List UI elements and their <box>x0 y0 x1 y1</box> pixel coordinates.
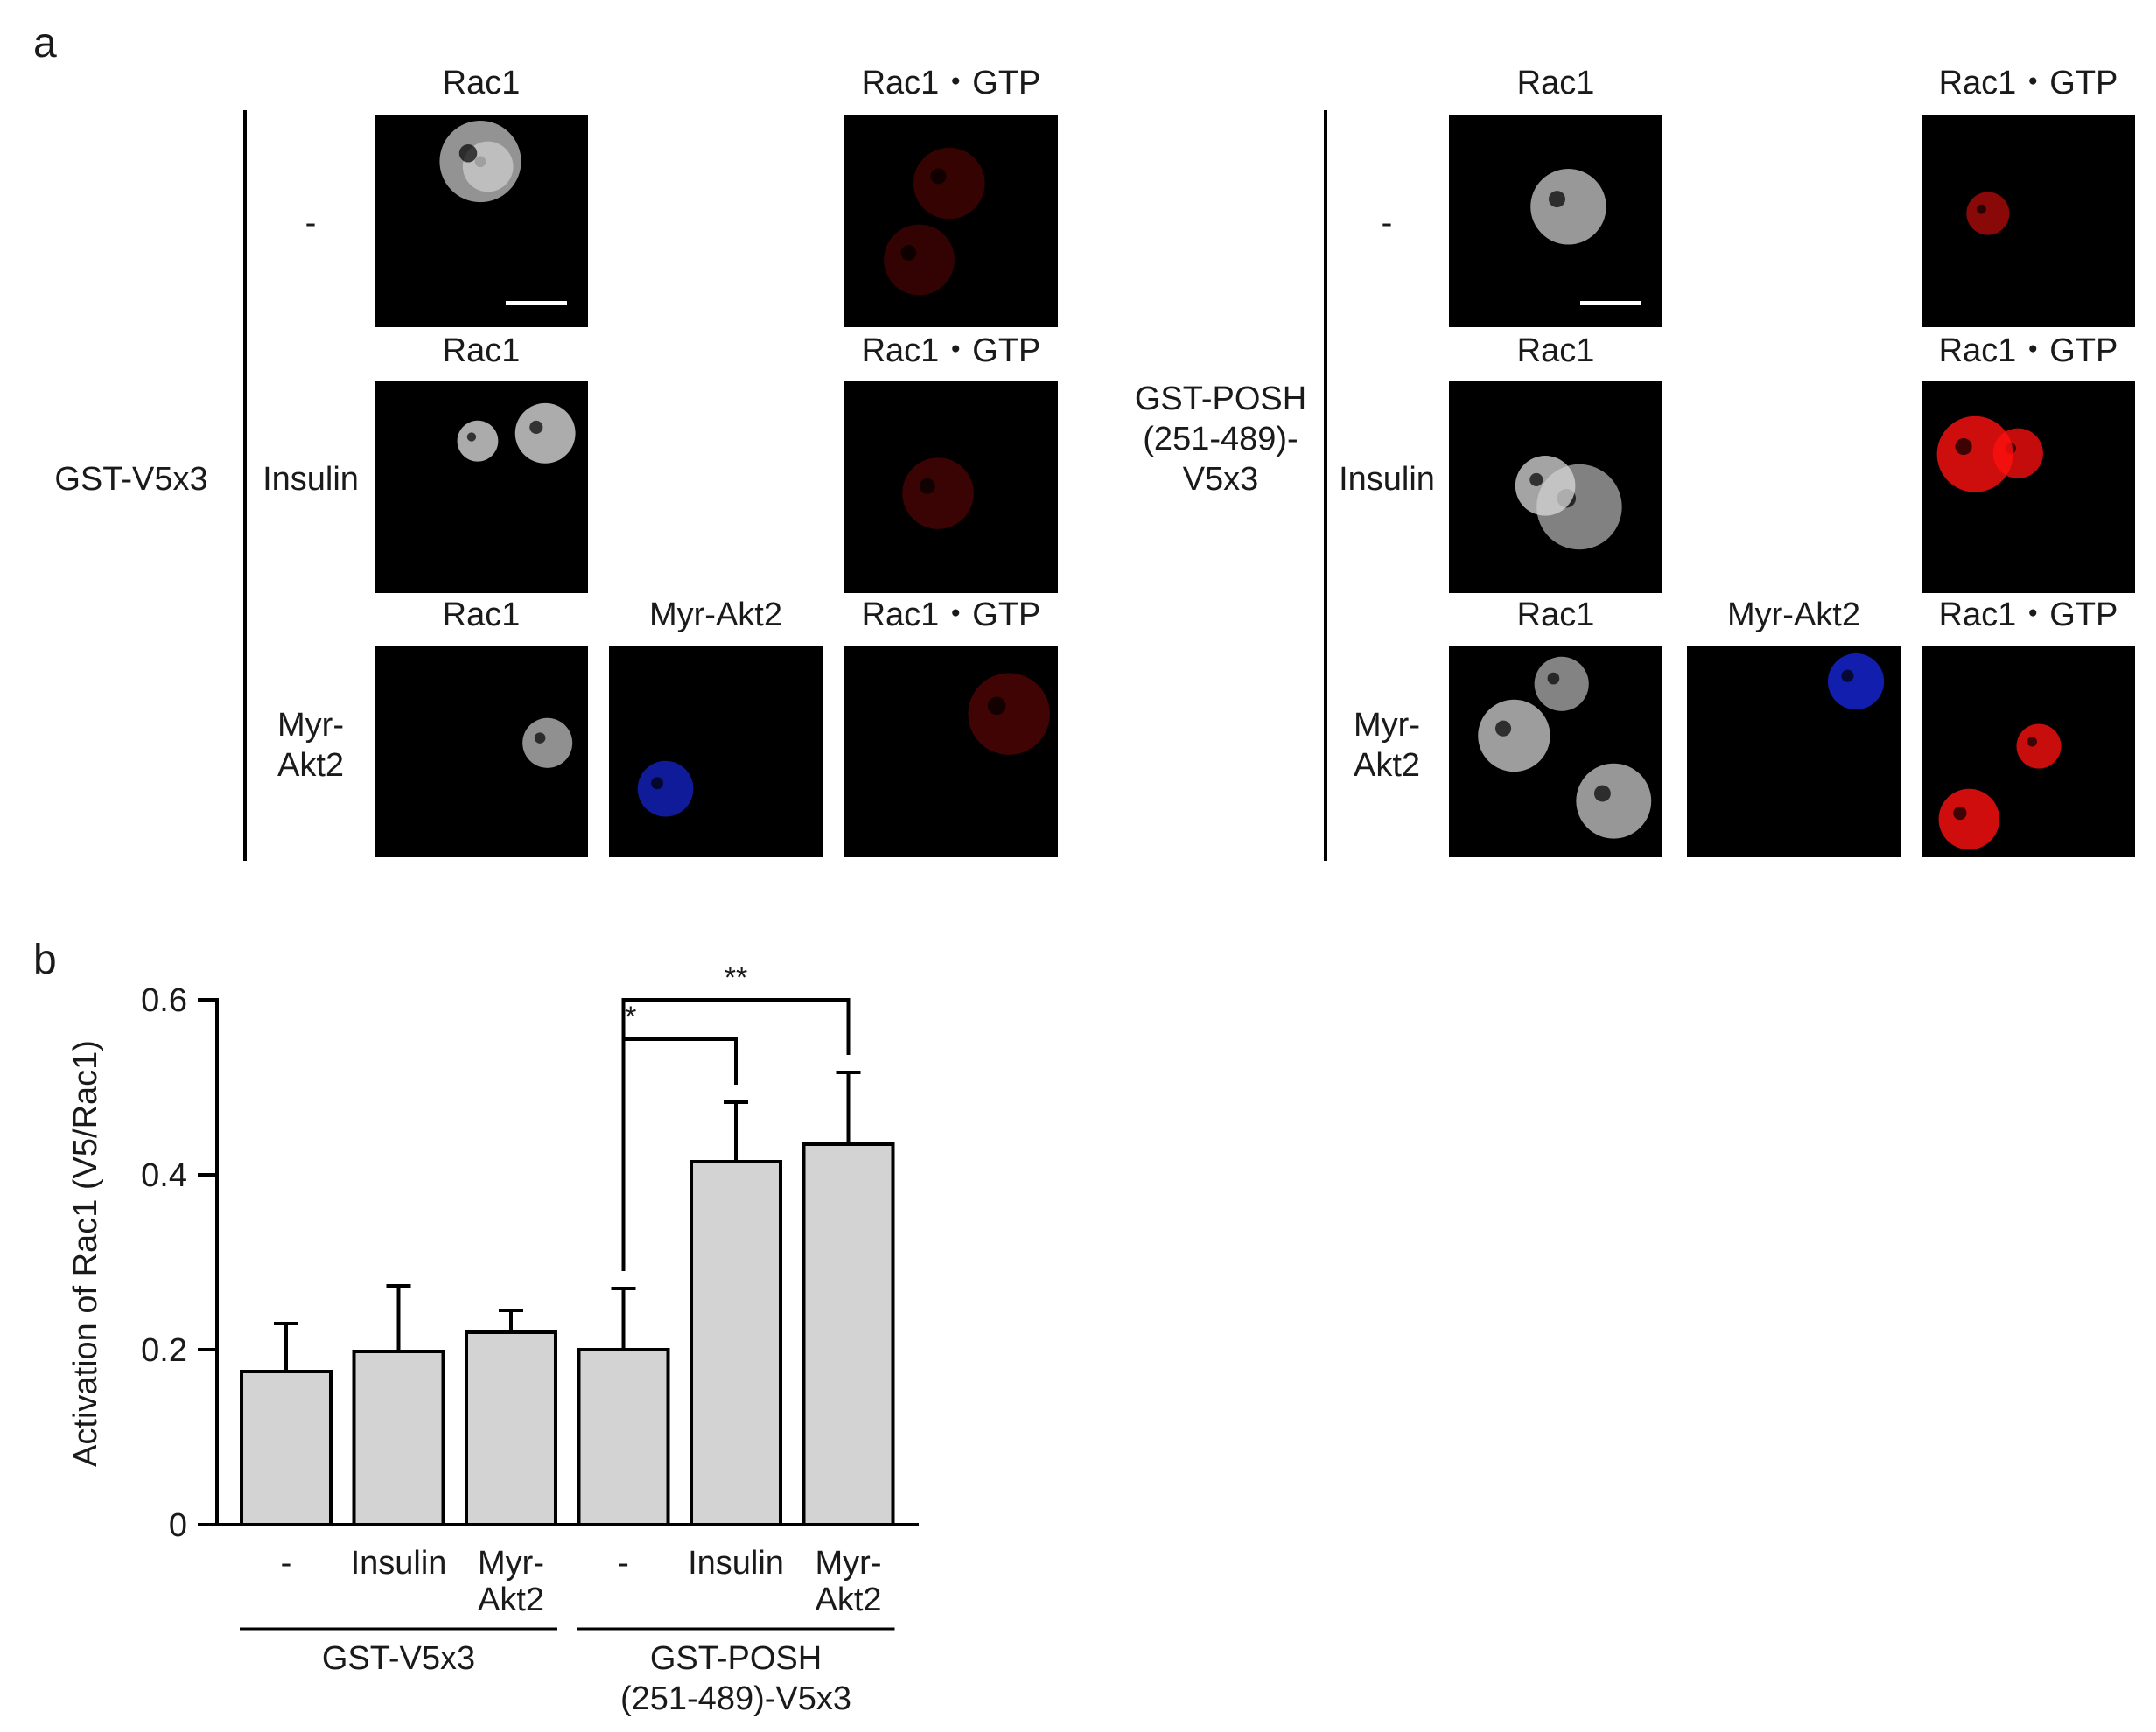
image-header: Rac1 <box>1516 332 1595 369</box>
rac1-image <box>1449 115 1662 327</box>
rac1-gtp-image <box>844 381 1058 593</box>
category-label: Myr- <box>478 1545 544 1582</box>
category-label: Insulin <box>688 1545 784 1582</box>
significance-label: ** <box>724 961 747 995</box>
row-label: Myr- Akt2 <box>1353 707 1421 784</box>
row-label: Myr- Akt2 <box>276 707 345 784</box>
rac1-gtp-image <box>1922 115 2135 327</box>
row-label: - <box>304 205 317 241</box>
group-label: GST-POSH <box>650 1640 822 1677</box>
panel-b-letter: b <box>33 937 57 983</box>
bar <box>802 1142 895 1526</box>
image-header: Rac1・GTP <box>1938 65 2118 101</box>
image-header: Rac1 <box>442 65 521 101</box>
category-label: - <box>618 1545 629 1582</box>
rac1-gtp-image <box>1922 646 2135 857</box>
significance-label: * <box>625 1001 636 1034</box>
category-label: - <box>281 1545 292 1582</box>
image-header: Rac1 <box>442 597 521 633</box>
rac1-image <box>1449 381 1662 593</box>
y-tick-label: 0.6 <box>141 982 187 1019</box>
image-header: Myr-Akt2 <box>649 597 782 633</box>
rac1-image <box>374 115 588 327</box>
bar <box>690 1160 782 1526</box>
group-label-1: GST-V5x3 <box>54 461 208 498</box>
panel-a-letter: a <box>33 20 57 66</box>
y-tick-label: 0 <box>169 1507 187 1544</box>
bar <box>352 1350 445 1526</box>
category-label: Akt2 <box>478 1582 544 1618</box>
group-label: (251-489)-V5x3 <box>620 1680 851 1717</box>
image-header: Rac1 <box>442 332 521 369</box>
group-label: GST-V5x3 <box>322 1640 475 1677</box>
scale-bar <box>506 301 567 305</box>
group-divider-1 <box>243 110 247 861</box>
rac1-image <box>374 381 588 593</box>
rac1-gtp-image <box>844 115 1058 327</box>
image-header: Rac1・GTP <box>861 597 1041 633</box>
category-label: Akt2 <box>815 1582 881 1618</box>
image-header: Rac1・GTP <box>861 332 1041 369</box>
rac1-image <box>1449 646 1662 857</box>
rac1-image <box>374 646 588 857</box>
image-header: Rac1 <box>1516 597 1595 633</box>
myr-akt2-image <box>1687 646 1900 857</box>
category-label: Myr- <box>816 1545 882 1582</box>
myr-akt2-image <box>609 646 822 857</box>
row-label: Insulin <box>262 461 359 498</box>
bar <box>577 1348 670 1526</box>
group-label-2: GST-POSH (251-489)- V5x3 <box>1134 381 1307 498</box>
image-header: Rac1・GTP <box>1938 597 2118 633</box>
y-tick-label: 0.2 <box>141 1332 187 1369</box>
image-header: Rac1・GTP <box>1938 332 2118 369</box>
group-divider-2 <box>1324 110 1327 861</box>
image-header: Myr-Akt2 <box>1727 597 1860 633</box>
y-tick-label: 0.4 <box>141 1157 187 1194</box>
y-axis-label: Activation of Rac1 (V5/Rac1) <box>67 1040 104 1467</box>
image-header: Rac1 <box>1516 65 1595 101</box>
bar <box>240 1370 332 1526</box>
row-label: - <box>1381 205 1393 241</box>
rac1-gtp-image <box>844 646 1058 857</box>
panel-b-bar-chart: 0 0.2 0.4 0.6 Activation of Rac1 (V5/Rac1) - I… <box>67 961 919 1717</box>
category-label: Insulin <box>351 1545 447 1582</box>
rac1-gtp-image <box>1922 381 2135 593</box>
significance-bracket <box>621 998 850 1271</box>
scale-bar <box>1580 301 1642 305</box>
image-header: Rac1・GTP <box>861 65 1041 101</box>
row-label: Insulin <box>1339 461 1435 498</box>
bar <box>465 1330 557 1526</box>
